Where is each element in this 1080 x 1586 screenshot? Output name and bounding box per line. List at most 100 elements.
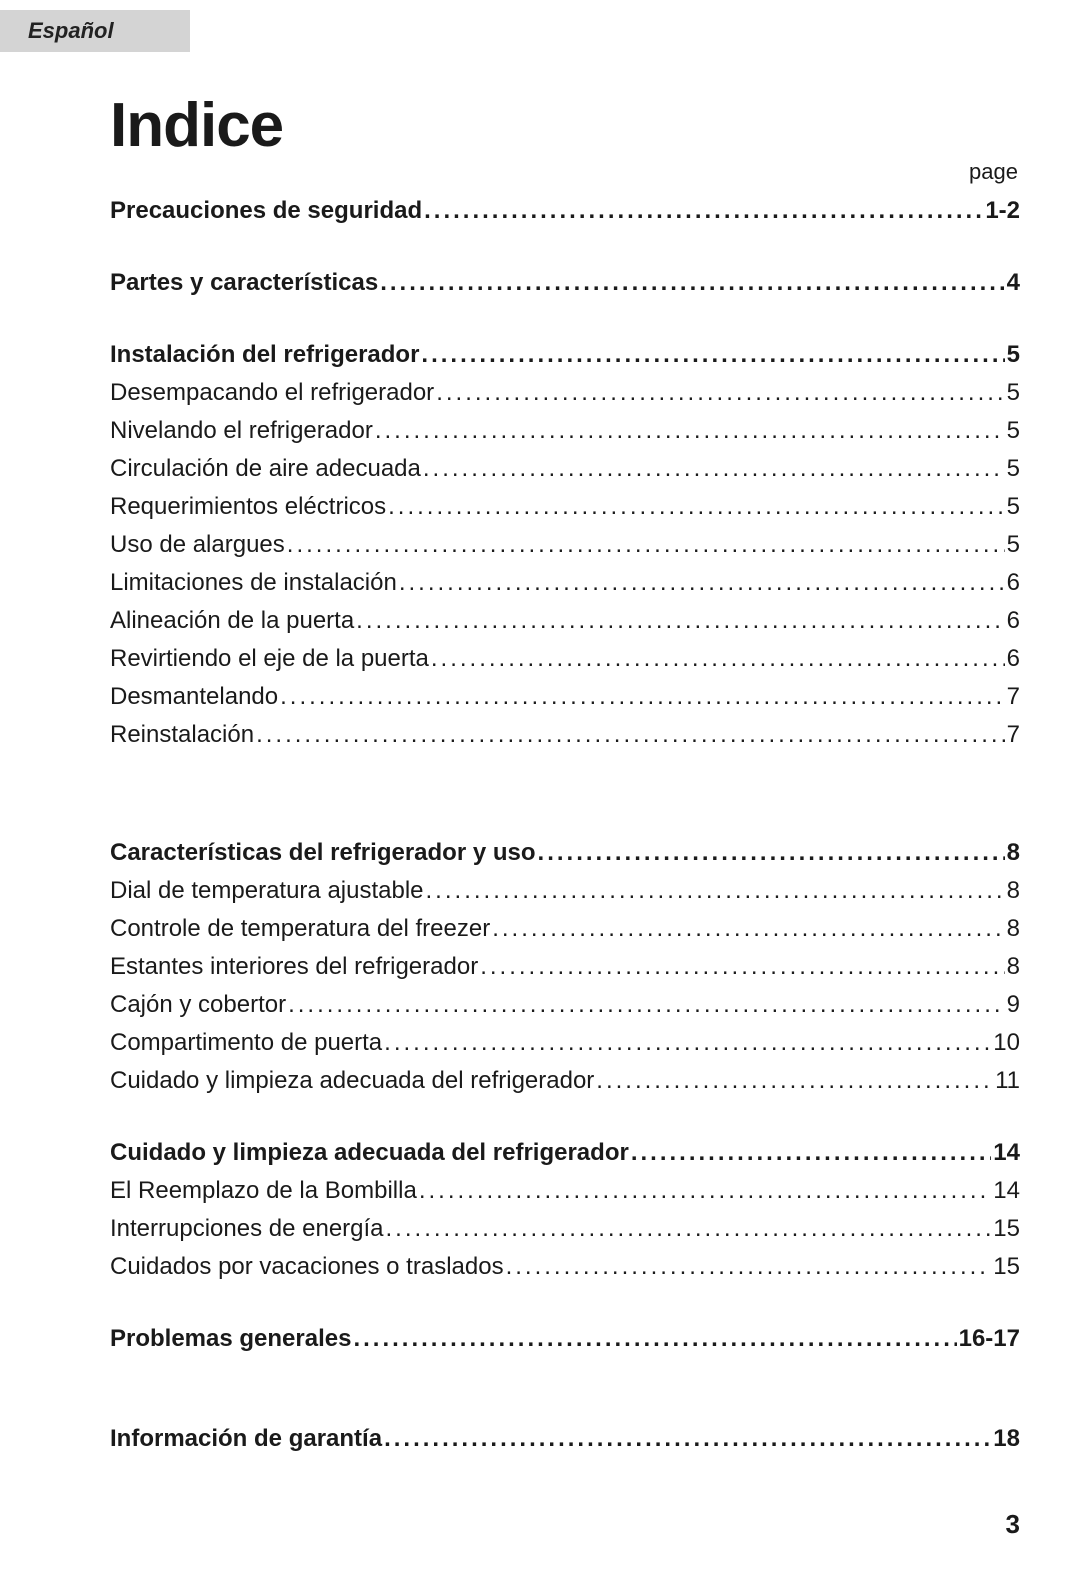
toc-item-row: Estantes interiores del refrigerador 8: [110, 955, 1020, 979]
toc-page-number: 16-17: [959, 1327, 1020, 1351]
toc-label: Revirtiendo el eje de la puerta: [110, 647, 429, 671]
toc-leader: [375, 419, 1005, 443]
toc-label: Controle de temperatura del freezer: [110, 917, 490, 941]
toc-page-number: 1-2: [985, 199, 1020, 223]
content-area: Indice page Precauciones de seguridad 1-…: [110, 90, 1020, 1451]
toc-leader: [280, 685, 1005, 709]
footer-page-number: 3: [1006, 1509, 1020, 1540]
toc-section-row: Características del refrigerador y uso 8: [110, 841, 1020, 865]
toc-section-row: Instalación del refrigerador 5: [110, 343, 1020, 367]
toc-leader: [256, 723, 1005, 747]
table-of-contents: Precauciones de seguridad 1-2 Partes y ca…: [110, 199, 1020, 1451]
toc-page-number: 8: [1007, 917, 1020, 941]
toc-page-number: 11: [995, 1069, 1020, 1093]
toc-gap: [110, 1351, 1020, 1413]
toc-leader: [492, 917, 1004, 941]
toc-label: Cuidado y limpieza adecuada del refriger…: [110, 1069, 594, 1093]
toc-label: Partes y características: [110, 271, 378, 295]
language-tab-label: Español: [28, 18, 114, 44]
toc-item-row: Cuidado y limpieza adecuada del refriger…: [110, 1069, 1020, 1093]
toc-label: Interrupciones de energía: [110, 1217, 384, 1241]
toc-page-number: 5: [1007, 457, 1020, 481]
toc-leader: [399, 571, 1005, 595]
toc-item-row: Alineación de la puerta 6: [110, 609, 1020, 633]
toc-label: Alineación de la puerta: [110, 609, 354, 633]
toc-label: Instalación del refrigerador: [110, 343, 419, 367]
toc-gap: [110, 223, 1020, 257]
toc-leader: [538, 841, 1005, 865]
toc-label: Reinstalación: [110, 723, 254, 747]
toc-page-number: 10: [993, 1031, 1020, 1055]
toc-leader: [631, 1141, 991, 1165]
toc-item-row: Compartimento de puerta 10: [110, 1031, 1020, 1055]
toc-page-number: 8: [1007, 879, 1020, 903]
toc-label: Precauciones de seguridad: [110, 199, 422, 223]
toc-section-row: Problemas generales 16-17: [110, 1327, 1020, 1351]
toc-label: Desmantelando: [110, 685, 278, 709]
toc-page-number: 5: [1007, 533, 1020, 557]
toc-item-row: Nivelando el refrigerador 5: [110, 419, 1020, 443]
toc-page-number: 8: [1007, 955, 1020, 979]
toc-label: Cajón y cobertor: [110, 993, 286, 1017]
toc-label: Uso de alargues: [110, 533, 285, 557]
toc-leader: [388, 495, 1005, 519]
toc-item-row: Dial de temperatura ajustable 8: [110, 879, 1020, 903]
toc-page-number: 6: [1007, 609, 1020, 633]
toc-page-number: 15: [993, 1217, 1020, 1241]
toc-section-row: Información de garantía 18: [110, 1427, 1020, 1451]
toc-label: Dial de temperatura ajustable: [110, 879, 424, 903]
toc-page-number: 8: [1007, 841, 1020, 865]
toc-item-row: Desmantelando 7: [110, 685, 1020, 709]
page-title: Indice: [110, 90, 1020, 161]
toc-page-number: 14: [993, 1179, 1020, 1203]
toc-leader: [356, 609, 1004, 633]
toc-gap: [110, 1093, 1020, 1127]
toc-label: Cuidados por vacaciones o traslados: [110, 1255, 504, 1279]
toc-item-row: Cajón y cobertor 9: [110, 993, 1020, 1017]
toc-label: El Reemplazo de la Bombilla: [110, 1179, 417, 1203]
toc-page-number: 18: [993, 1427, 1020, 1451]
toc-label: Información de garantía: [110, 1427, 382, 1451]
toc-item-row: Limitaciones de instalación 6: [110, 571, 1020, 595]
toc-leader: [384, 1031, 991, 1055]
toc-label: Circulación de aire adecuada: [110, 457, 421, 481]
toc-page-number: 14: [993, 1141, 1020, 1165]
toc-page-number: 4: [1007, 271, 1020, 295]
toc-page-number: 6: [1007, 647, 1020, 671]
toc-leader: [480, 955, 1004, 979]
toc-leader: [506, 1255, 992, 1279]
toc-leader: [596, 1069, 993, 1093]
toc-page-number: 9: [1007, 993, 1020, 1017]
toc-item-row: Circulación de aire adecuada 5: [110, 457, 1020, 481]
toc-label: Desempacando el refrigerador: [110, 381, 434, 405]
toc-item-row: Desempacando el refrigerador 5: [110, 381, 1020, 405]
toc-leader: [353, 1327, 956, 1351]
toc-item-row: Controle de temperatura del freezer 8: [110, 917, 1020, 941]
toc-item-row: Interrupciones de energía 15: [110, 1217, 1020, 1241]
toc-item-row: Requerimientos eléctricos 5: [110, 495, 1020, 519]
toc-leader: [431, 647, 1005, 671]
toc-section-row: Cuidado y limpieza adecuada del refriger…: [110, 1141, 1020, 1165]
toc-page-number: 5: [1007, 419, 1020, 443]
toc-page-number: 5: [1007, 381, 1020, 405]
toc-leader: [384, 1427, 991, 1451]
toc-leader: [424, 199, 983, 223]
toc-label: Nivelando el refrigerador: [110, 419, 373, 443]
toc-label: Limitaciones de instalación: [110, 571, 397, 595]
toc-page-number: 7: [1007, 723, 1020, 747]
toc-gap: [110, 747, 1020, 827]
toc-label: Cuidado y limpieza adecuada del refriger…: [110, 1141, 629, 1165]
page-column-label: page: [110, 159, 1020, 185]
toc-page-number: 7: [1007, 685, 1020, 709]
toc-page-number: 5: [1007, 495, 1020, 519]
toc-label: Compartimento de puerta: [110, 1031, 382, 1055]
toc-gap: [110, 295, 1020, 329]
toc-leader: [287, 533, 1005, 557]
toc-label: Características del refrigerador y uso: [110, 841, 536, 865]
toc-label: Requerimientos eléctricos: [110, 495, 386, 519]
toc-item-row: Revirtiendo el eje de la puerta 6: [110, 647, 1020, 671]
toc-page-number: 6: [1007, 571, 1020, 595]
toc-leader: [436, 381, 1004, 405]
toc-label: Problemas generales: [110, 1327, 351, 1351]
toc-page-number: 5: [1007, 343, 1020, 367]
